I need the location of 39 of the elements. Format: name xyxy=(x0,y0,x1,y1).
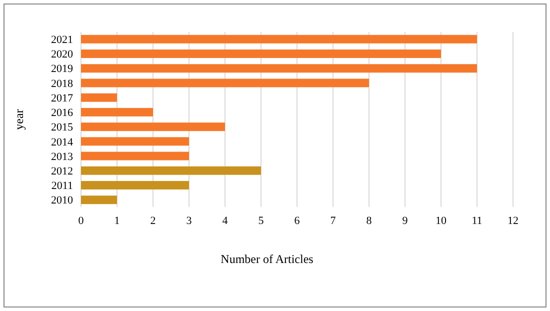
y-axis-title: year xyxy=(12,109,26,130)
x-axis-title: Number of Articles xyxy=(220,252,314,266)
x-tick-label: 12 xyxy=(508,215,518,227)
y-tick-label: 2018 xyxy=(51,78,74,90)
y-tick-label: 2017 xyxy=(51,92,74,104)
x-tick-label: 2 xyxy=(150,215,156,227)
x-tick-label: 1 xyxy=(114,215,120,227)
bar xyxy=(81,34,477,44)
bar xyxy=(81,137,189,146)
y-tick-label: 2010 xyxy=(51,194,74,207)
x-tick-label: 5 xyxy=(258,215,264,227)
y-tick-label: 2012 xyxy=(51,165,73,178)
x-tick-label: 8 xyxy=(366,215,372,227)
x-tick-label: 9 xyxy=(402,215,408,227)
bar xyxy=(81,122,225,132)
x-tick-label: 3 xyxy=(186,215,192,227)
x-tick-label: 4 xyxy=(222,215,228,227)
bar xyxy=(81,166,261,175)
y-tick-label: 2021 xyxy=(51,34,73,46)
y-tick-label: 2019 xyxy=(51,63,74,76)
bar xyxy=(81,50,441,58)
bar xyxy=(81,108,153,116)
x-tick-label: 0 xyxy=(78,215,84,227)
y-tick-label: 2014 xyxy=(51,136,74,148)
bar xyxy=(81,152,189,160)
bar xyxy=(81,181,189,190)
y-tick-label: 2015 xyxy=(51,122,74,134)
y-tick-label: 2016 xyxy=(51,107,74,120)
y-tick-label: 2013 xyxy=(51,150,74,163)
bar xyxy=(81,64,477,73)
x-tick-label: 11 xyxy=(472,215,482,227)
bar xyxy=(81,93,117,102)
bar xyxy=(81,78,369,88)
bar xyxy=(81,196,117,204)
x-tick-label: 6 xyxy=(294,215,300,227)
x-tick-label: 10 xyxy=(436,215,447,227)
y-tick-label: 2020 xyxy=(51,48,74,61)
x-tick-label: 7 xyxy=(330,215,336,227)
y-tick-label: 2011 xyxy=(51,180,73,192)
